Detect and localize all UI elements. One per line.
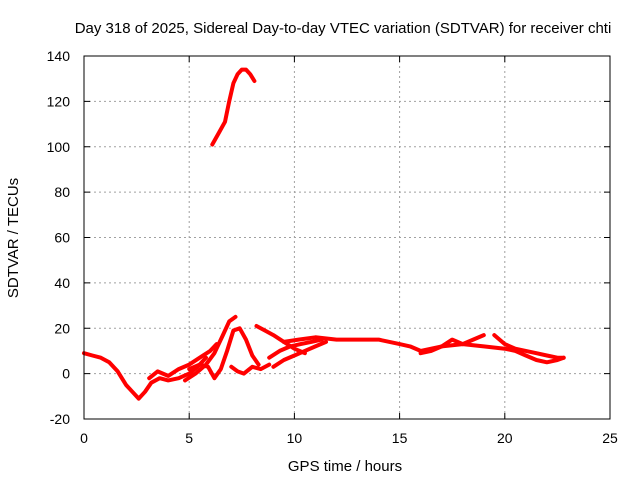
x-tick-label: 5 xyxy=(185,430,193,446)
series-track-c xyxy=(183,314,238,383)
series-track-d xyxy=(187,326,261,381)
x-axis-ticks: 0 5 10 15 20 25 xyxy=(80,56,618,446)
x-tick-label: 25 xyxy=(602,430,618,446)
series-track-j xyxy=(418,333,486,356)
data-series xyxy=(82,67,566,401)
series-track-a xyxy=(82,351,208,401)
series-track-b xyxy=(147,342,219,381)
y-tick-label: 100 xyxy=(47,139,71,155)
y-axis-label: SDTVAR / TECUs xyxy=(5,178,22,298)
x-tick-label: 15 xyxy=(392,430,408,446)
y-axis-ticks: -20 0 20 40 60 80 100 120 140 xyxy=(47,48,610,427)
y-tick-label: 0 xyxy=(62,366,70,382)
y-tick-label: 40 xyxy=(54,275,70,291)
y-tick-label: 80 xyxy=(54,184,70,200)
series-track-f xyxy=(254,324,307,356)
grid xyxy=(84,56,610,419)
series-track-e xyxy=(229,362,272,376)
series-track-k xyxy=(492,333,566,360)
series-track-g xyxy=(267,337,324,360)
x-axis-label: GPS time / hours xyxy=(288,458,402,475)
y-tick-label: 60 xyxy=(54,230,70,246)
y-tick-label: 140 xyxy=(47,48,71,64)
y-tick-label: 120 xyxy=(47,93,71,109)
y-tick-label: -20 xyxy=(50,411,70,427)
chart-title: Day 318 of 2025, Sidereal Day-to-day VTE… xyxy=(75,20,612,37)
x-tick-label: 10 xyxy=(287,430,303,446)
x-tick-label: 20 xyxy=(497,430,513,446)
plot-frame xyxy=(83,55,611,420)
y-tick-label: 20 xyxy=(54,320,70,336)
series-track-h xyxy=(271,339,328,369)
series-track-l xyxy=(210,67,257,147)
x-tick-label: 0 xyxy=(80,430,88,446)
